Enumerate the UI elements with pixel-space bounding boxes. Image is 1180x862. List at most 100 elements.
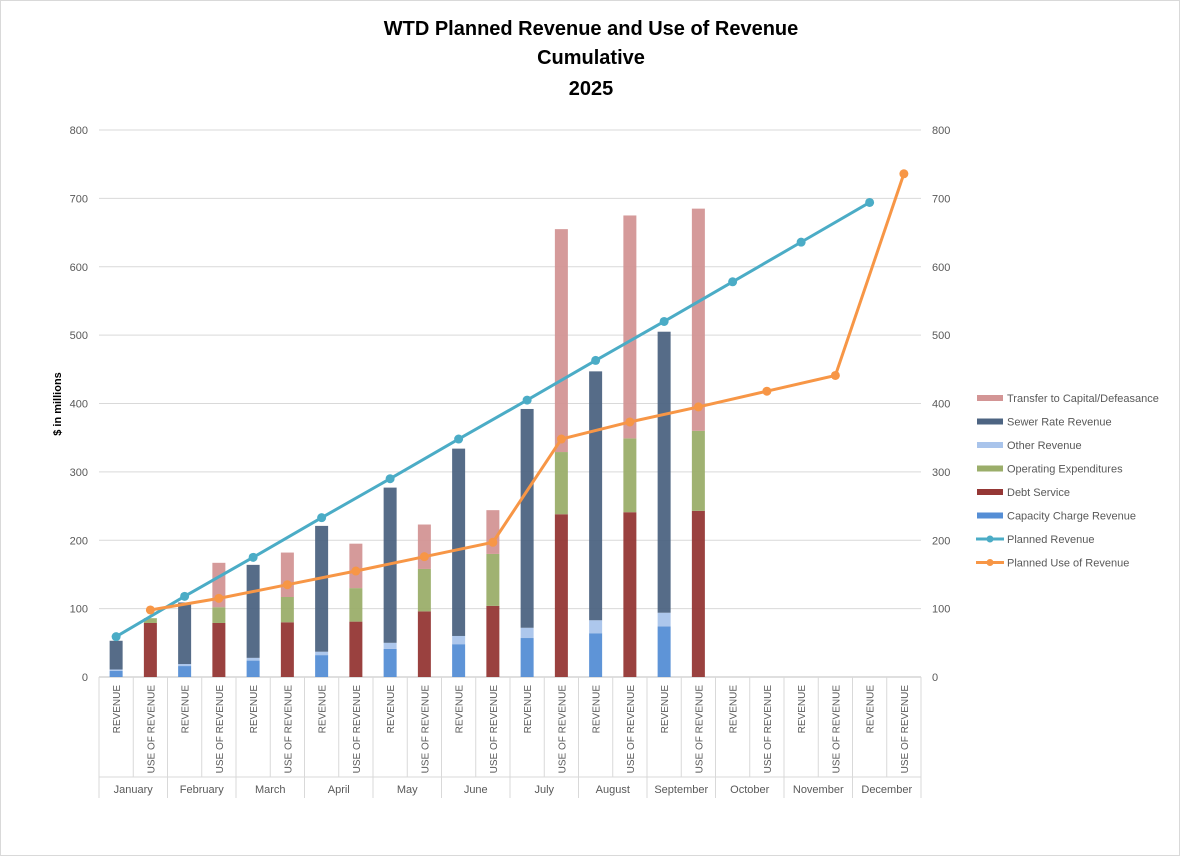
y-tick-label-right: 100 xyxy=(932,604,950,616)
x-subcategory-label: USE OF REVENUE xyxy=(900,685,911,774)
y-axis-label: $ in millions xyxy=(52,372,64,436)
point-planned-use-of-revenue xyxy=(762,386,772,396)
legend-label: Operating Expenditures xyxy=(1007,464,1123,476)
bar-capacity-charge-revenue xyxy=(452,644,466,677)
x-month-label: February xyxy=(180,784,225,796)
x-month-label: August xyxy=(596,784,630,796)
point-planned-revenue xyxy=(317,513,327,523)
legend-label: Planned Use of Revenue xyxy=(1007,558,1129,570)
bar-other-revenue xyxy=(246,657,260,661)
title-line-3: 2025 xyxy=(569,78,614,100)
y-tick-label-right: 200 xyxy=(932,535,950,547)
point-planned-use-of-revenue xyxy=(830,370,840,380)
bar-transfer-to-capital-defeasance xyxy=(554,229,568,453)
bar-transfer-to-capital-defeasance xyxy=(349,543,363,589)
legend-swatch xyxy=(977,395,1003,401)
bar-capacity-charge-revenue xyxy=(109,670,123,677)
y-tick-label-left: 600 xyxy=(70,262,88,274)
bar-operating-expenditures xyxy=(691,430,705,511)
x-subcategory-label: USE OF REVENUE xyxy=(831,685,842,774)
x-month-label: May xyxy=(397,784,418,796)
x-subcategory-label: REVENUE xyxy=(318,685,329,734)
point-planned-use-of-revenue xyxy=(214,593,224,603)
point-planned-revenue xyxy=(454,434,464,444)
bar-other-revenue xyxy=(178,664,192,667)
bar-capacity-charge-revenue xyxy=(383,648,397,677)
bar-other-revenue xyxy=(520,627,534,639)
bar-operating-expenditures xyxy=(623,438,637,513)
x-subcategory-label: REVENUE xyxy=(797,685,808,734)
bar-capacity-charge-revenue xyxy=(178,666,192,677)
x-subcategory-label: USE OF REVENUE xyxy=(489,685,500,774)
y-tick-label-right: 600 xyxy=(932,262,950,274)
bar-debt-service xyxy=(417,611,431,677)
line-planned-revenue xyxy=(115,201,871,638)
legend-label: Transfer to Capital/Defeasance xyxy=(1007,393,1159,405)
x-subcategory-label: REVENUE xyxy=(660,685,671,734)
line-planned-use-of-revenue xyxy=(150,173,906,612)
bar-other-revenue xyxy=(109,669,123,671)
y-tick-label-left: 400 xyxy=(70,399,88,411)
bar-other-revenue xyxy=(657,612,671,627)
bar-sewer-rate-revenue xyxy=(178,602,192,665)
y-tick-label-right: 300 xyxy=(932,467,950,479)
point-planned-revenue xyxy=(248,552,258,562)
x-subcategory-label: REVENUE xyxy=(729,685,740,734)
x-subcategory-label: USE OF REVENUE xyxy=(694,685,705,774)
legend-swatch xyxy=(977,465,1003,472)
x-subcategory-label: REVENUE xyxy=(249,685,260,734)
y-tick-label-left: 100 xyxy=(70,604,88,616)
bar-operating-expenditures xyxy=(554,452,568,515)
y-tick-label-right: 0 xyxy=(932,672,938,684)
y-tick-label-left: 300 xyxy=(70,467,88,479)
bar-debt-service xyxy=(691,510,705,677)
x-subcategory-label: USE OF REVENUE xyxy=(352,685,363,774)
legend-label: Debt Service xyxy=(1007,487,1070,499)
point-planned-use-of-revenue xyxy=(693,402,703,412)
bar-capacity-charge-revenue xyxy=(520,638,534,677)
x-month-label: October xyxy=(730,784,769,796)
x-subcategory-label: REVENUE xyxy=(112,685,123,734)
y-tick-label-right: 700 xyxy=(932,193,950,205)
bar-sewer-rate-revenue xyxy=(657,331,671,613)
bar-other-revenue xyxy=(452,635,466,645)
bar-transfer-to-capital-defeasance xyxy=(623,215,637,439)
point-planned-revenue xyxy=(728,277,738,287)
x-subcategory-label: REVENUE xyxy=(523,685,534,734)
bar-capacity-charge-revenue xyxy=(315,655,329,677)
x-subcategory-label: USE OF REVENUE xyxy=(626,685,637,774)
legend-swatch xyxy=(977,512,1003,519)
y-tick-label-left: 0 xyxy=(82,672,88,684)
y-tick-label-left: 700 xyxy=(70,193,88,205)
x-month-label: April xyxy=(328,784,350,796)
x-subcategory-label: USE OF REVENUE xyxy=(420,685,431,774)
point-planned-revenue xyxy=(659,316,669,326)
x-subcategory-label: REVENUE xyxy=(455,685,466,734)
bar-transfer-to-capital-defeasance xyxy=(417,524,431,569)
x-subcategory-label: REVENUE xyxy=(866,685,877,734)
point-planned-revenue xyxy=(385,474,395,484)
legend-swatch xyxy=(977,442,1003,448)
y-tick-label-left: 800 xyxy=(70,125,88,137)
x-month-label: November xyxy=(793,784,844,796)
bar-other-revenue xyxy=(383,642,397,649)
x-month-label: July xyxy=(534,784,554,796)
bar-sewer-rate-revenue xyxy=(452,448,466,636)
point-planned-revenue xyxy=(796,237,806,247)
bar-operating-expenditures xyxy=(417,568,431,612)
legend-label: Capacity Charge Revenue xyxy=(1007,511,1136,523)
bar-operating-expenditures xyxy=(280,597,294,623)
bar-transfer-to-capital-defeasance xyxy=(486,510,500,554)
legend-label: Planned Revenue xyxy=(1007,534,1094,546)
x-month-label: January xyxy=(114,784,154,796)
bar-debt-service xyxy=(280,622,294,677)
title-line-1: WTD Planned Revenue and Use of Revenue xyxy=(384,18,799,40)
bar-debt-service xyxy=(143,622,157,677)
point-planned-revenue xyxy=(111,632,121,642)
legend-point-marker xyxy=(986,559,994,566)
x-subcategory-label: USE OF REVENUE xyxy=(763,685,774,774)
y-tick-label-left: 200 xyxy=(70,535,88,547)
bar-sewer-rate-revenue xyxy=(246,564,260,658)
